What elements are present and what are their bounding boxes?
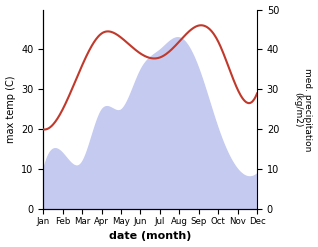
Y-axis label: med. precipitation
(kg/m2): med. precipitation (kg/m2) xyxy=(293,68,313,151)
Y-axis label: max temp (C): max temp (C) xyxy=(5,76,16,143)
X-axis label: date (month): date (month) xyxy=(109,231,191,242)
